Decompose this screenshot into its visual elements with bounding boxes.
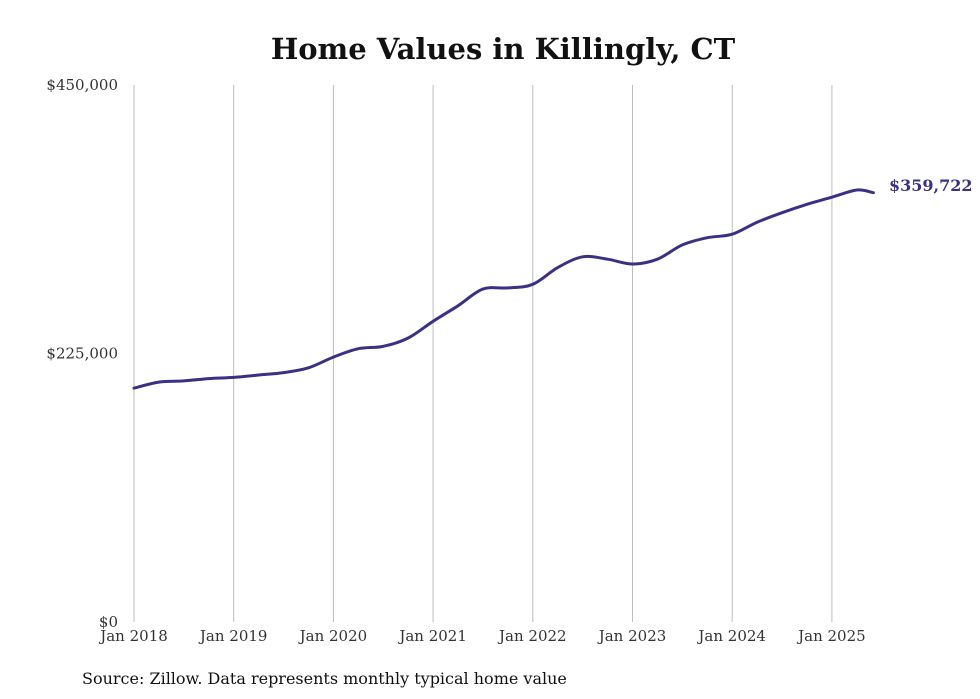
- end-value-label: $359,722: [889, 176, 973, 195]
- x-tick-label: Jan 2022: [497, 627, 567, 645]
- x-tick-label: Jan 2024: [696, 627, 766, 645]
- x-axis-ticks: Jan 2018 Jan 2019 Jan 2020 Jan 2021 Jan 2022…: [98, 627, 865, 645]
- y-tick-label: $0: [99, 613, 118, 631]
- x-tick-label: Jan 2020: [298, 627, 368, 645]
- x-tick-label: Jan 2025: [796, 627, 866, 645]
- y-axis-ticks: $0 $225,000 $450,000: [46, 76, 118, 631]
- y-tick-label: $225,000: [46, 345, 118, 363]
- chart-title: Home Values in Killingly, CT: [271, 32, 736, 66]
- x-tick-label: Jan 2021: [397, 627, 467, 645]
- source-note: Source: Zillow. Data represents monthly …: [82, 669, 567, 688]
- x-tick-label: Jan 2018: [98, 627, 168, 645]
- gridlines: [133, 85, 833, 622]
- y-tick-label: $450,000: [46, 76, 118, 94]
- x-tick-label: Jan 2019: [198, 627, 268, 645]
- x-tick-label: Jan 2023: [597, 627, 667, 645]
- home-value-line: [132, 188, 875, 390]
